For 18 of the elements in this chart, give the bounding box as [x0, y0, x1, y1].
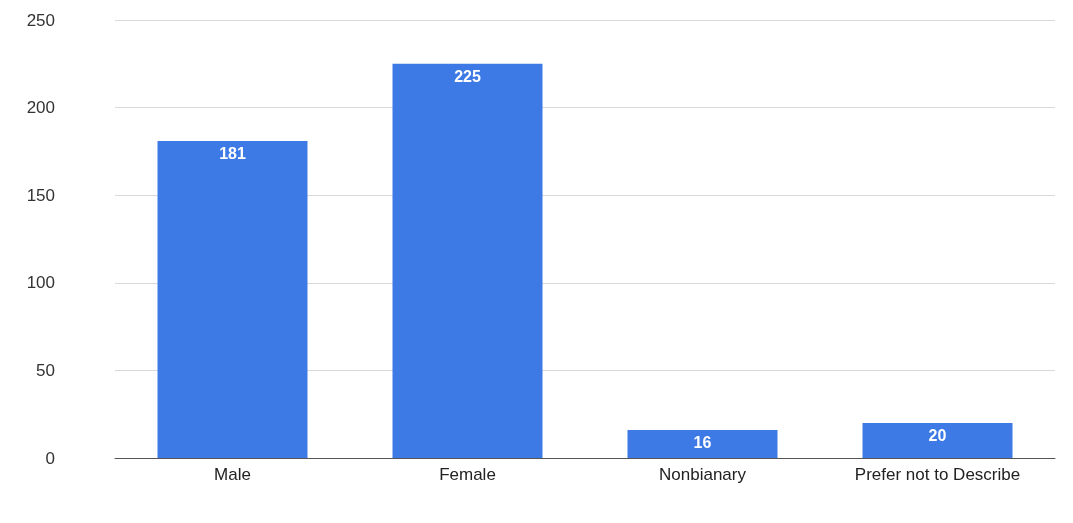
y-tick-label: 100: [26, 273, 55, 293]
bar: [627, 429, 778, 458]
y-tick-label: 0: [45, 448, 55, 468]
y-tick-label: 50: [36, 360, 55, 380]
data-label: 20: [928, 427, 947, 445]
x-tick-label: Male: [214, 465, 251, 484]
x-tick-label: Nonbianary: [659, 465, 747, 484]
y-tick-label: 150: [26, 185, 55, 205]
data-label: 16: [693, 434, 712, 452]
bar: [392, 63, 543, 458]
bar: [862, 422, 1013, 458]
bar: [157, 140, 308, 458]
y-tick-label: 200: [26, 98, 55, 118]
data-label: 225: [454, 68, 481, 86]
x-tick-label: Female: [439, 465, 496, 484]
x-tick-label: Prefer not to Describe: [854, 465, 1021, 484]
data-label: 181: [219, 145, 246, 163]
y-tick-label: 250: [26, 10, 55, 30]
